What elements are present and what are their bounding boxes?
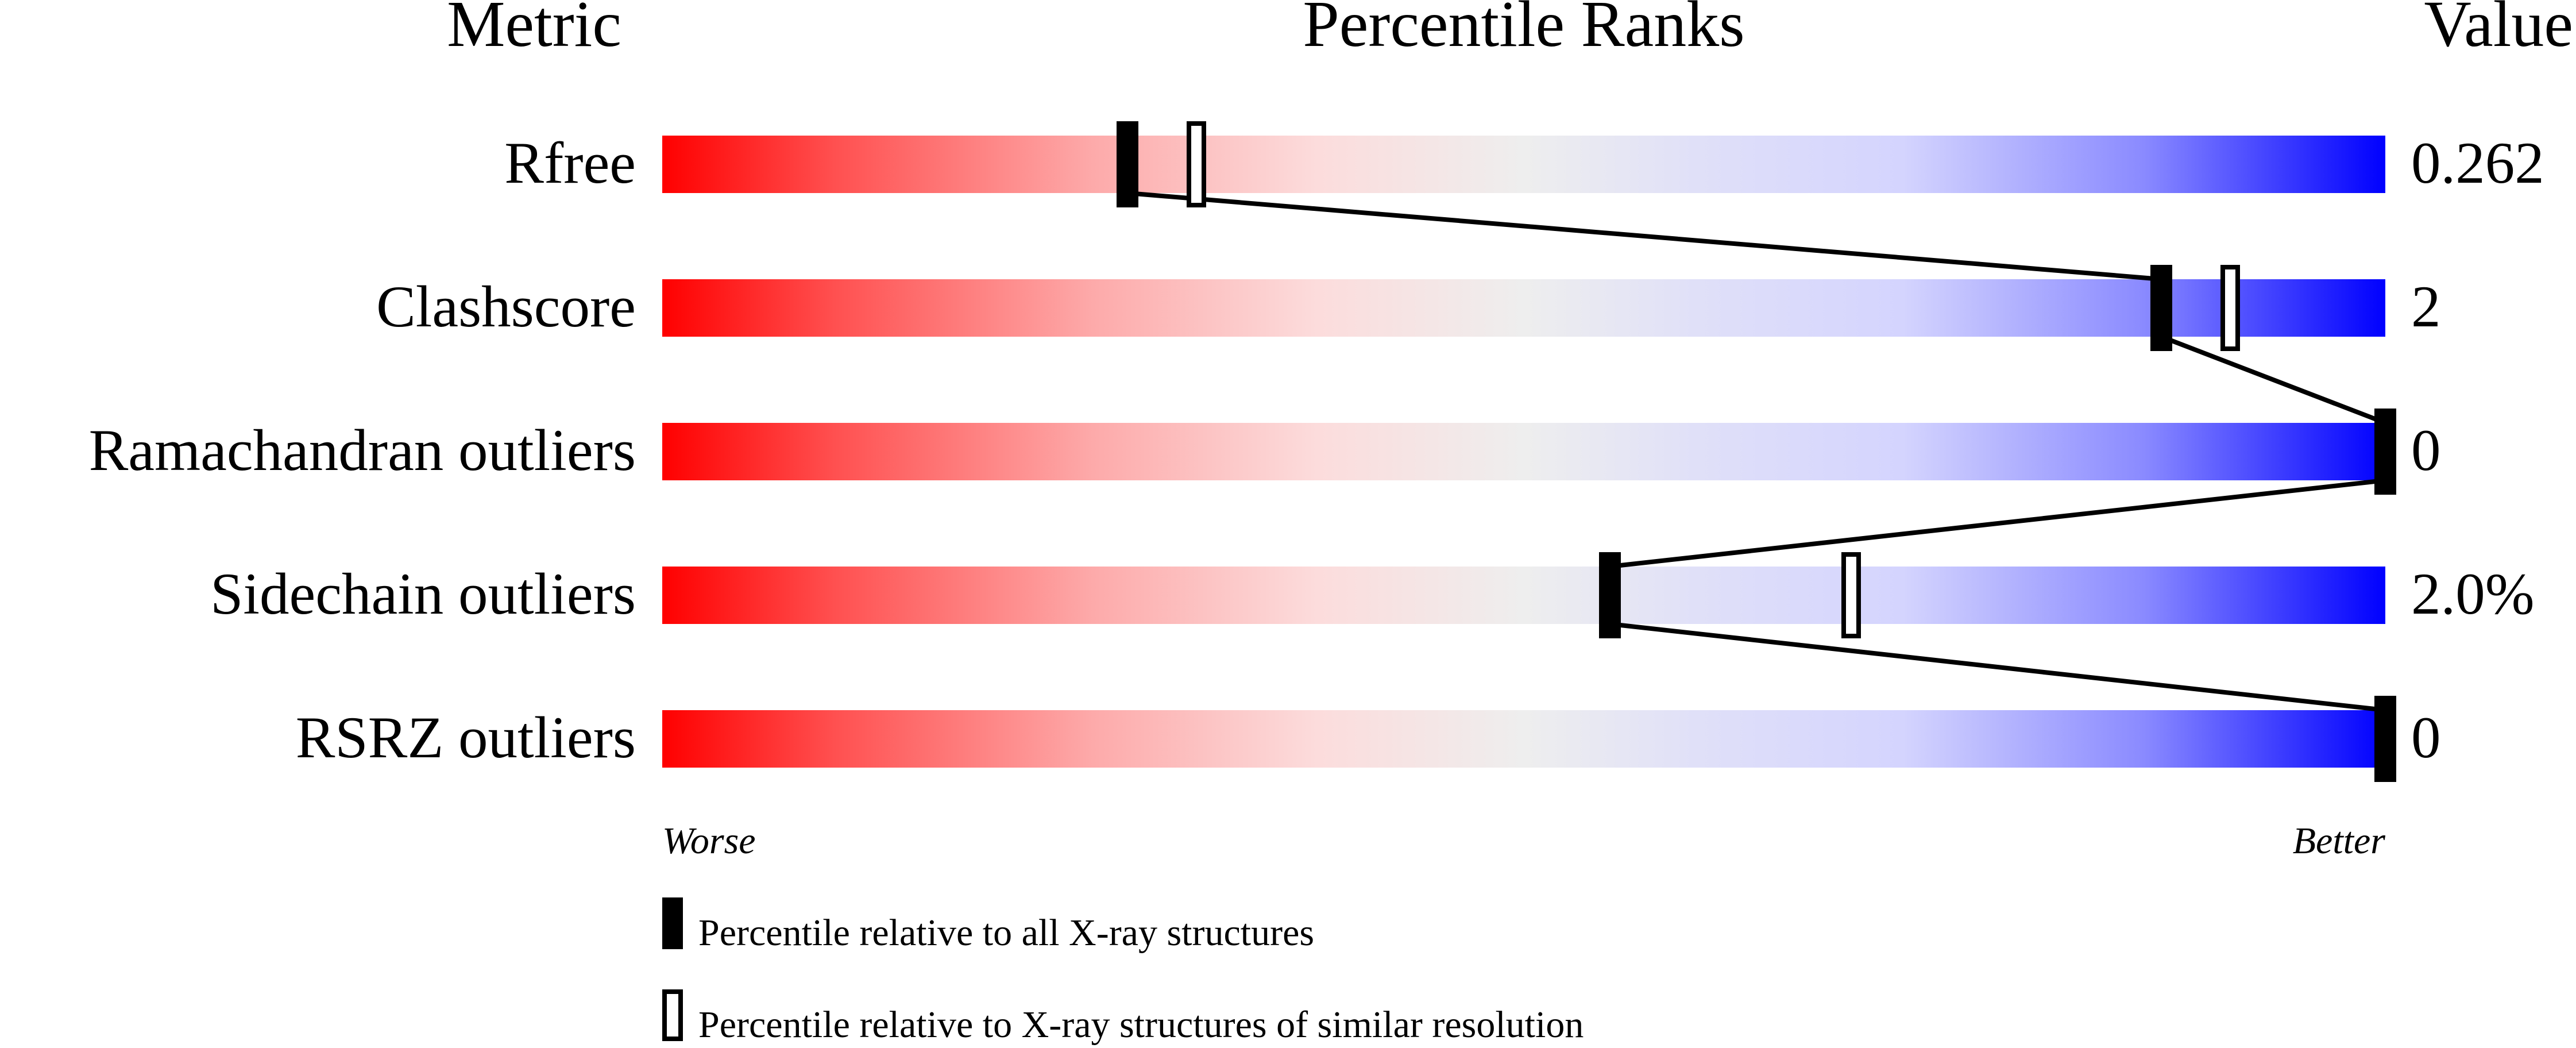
marker-similar-resolution [1187, 121, 1206, 207]
better-label: Better [2293, 820, 2386, 862]
metric-label: Ramachandran outliers [89, 418, 636, 483]
metric-value: 0 [2411, 418, 2441, 483]
legend-all-structures: Percentile relative to all X-ray structu… [698, 912, 1314, 954]
connector-line [1127, 191, 2162, 282]
metric-value: 0 [2411, 705, 2441, 770]
worse-label: Worse [662, 820, 756, 862]
connector-line [1609, 622, 2386, 712]
marker-all-structures [2374, 696, 2396, 782]
marker-all-structures [1117, 121, 1138, 207]
connector-line [1609, 478, 2386, 569]
percentile-bar [662, 567, 2385, 624]
metric-value: 2.0% [2411, 561, 2535, 627]
percentile-bar [662, 710, 2385, 768]
metric-label: Clashscore [376, 274, 636, 340]
header-value: Value [2424, 0, 2573, 60]
metric-value: 0.262 [2411, 130, 2544, 196]
legend-similar-resolution: Percentile relative to X-ray structures … [698, 1004, 1584, 1046]
marker-all-structures [1599, 552, 1621, 638]
legend-open-marker-icon [662, 989, 683, 1041]
percentile-bar [662, 136, 2385, 193]
marker-all-structures [2150, 265, 2172, 351]
marker-all-structures [2374, 409, 2396, 495]
percentile-bar [662, 423, 2385, 480]
header-percentile-ranks: Percentile Ranks [1303, 0, 1744, 60]
connector-line [2160, 334, 2386, 425]
header-metric: Metric [447, 0, 621, 60]
metric-value: 2 [2411, 274, 2441, 340]
metric-label: RSRZ outliers [296, 705, 636, 770]
marker-similar-resolution [1841, 552, 1861, 638]
legend-filled-marker-icon [662, 897, 683, 949]
marker-similar-resolution [2220, 265, 2240, 351]
metric-label: Sidechain outliers [210, 561, 636, 627]
metric-label: Rfree [504, 130, 636, 196]
percentile-bar [662, 279, 2385, 337]
